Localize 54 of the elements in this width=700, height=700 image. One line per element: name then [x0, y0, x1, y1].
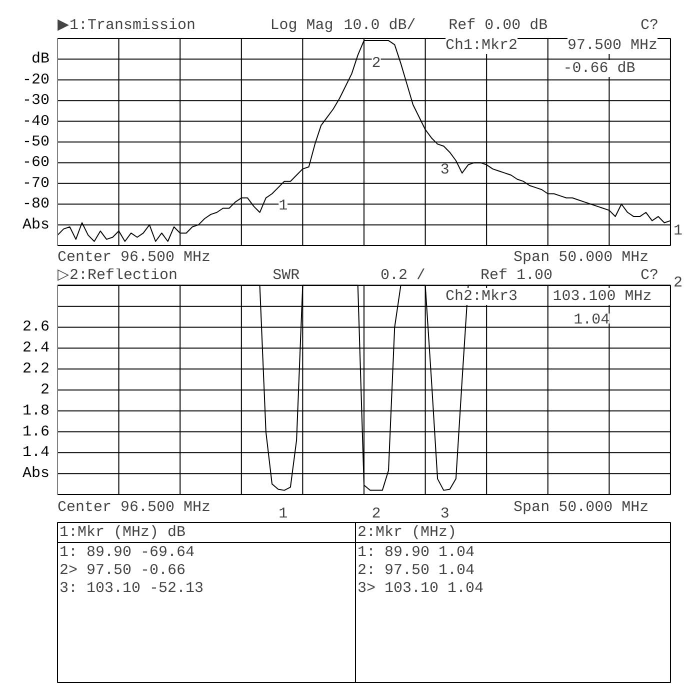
- annotation: 3: [440, 505, 450, 522]
- text: 10.0 dB/: [344, 16, 416, 34]
- text: Span 50.000 MHz: [514, 249, 649, 266]
- y-tick-label: 2.6: [22, 318, 50, 336]
- text: C?: [640, 266, 658, 284]
- text: Center 96.500 MHz: [58, 498, 211, 516]
- y-tick-label: -70: [22, 174, 50, 192]
- annotation: 1: [278, 198, 288, 215]
- y-tick-label: -60: [22, 154, 50, 172]
- y-tick-label: Abs: [22, 465, 50, 482]
- y-tick-label: -50: [22, 134, 50, 150]
- text: 1:Mkr (MHz) dB: [60, 524, 186, 541]
- annotation: -0.66 dB: [563, 60, 636, 77]
- text: 3> 103.10 1.04: [358, 580, 484, 597]
- line-series: [58, 40, 671, 242]
- text: 1: 89.90 -69.64: [60, 544, 195, 561]
- annotation: 2: [372, 54, 381, 72]
- annotation: 3: [440, 161, 450, 178]
- text: 2: [674, 274, 683, 292]
- y-tick-label: 1.4: [22, 444, 50, 462]
- y-tick-label: -40: [22, 112, 50, 130]
- text: Ref 1.00: [480, 266, 552, 284]
- text: 0.2 /: [380, 266, 426, 284]
- y-tick-label: -20: [22, 71, 50, 88]
- text: Log Mag: [270, 16, 334, 34]
- text: 2:Mkr (MHz): [358, 524, 457, 541]
- y-tick-label: dB: [31, 50, 50, 68]
- y-tick-label: -30: [22, 92, 50, 110]
- text: SWR: [272, 266, 300, 284]
- text: Center 96.500 MHz: [58, 249, 211, 266]
- annotation: 1: [278, 505, 288, 522]
- annotation: 1.04: [574, 311, 610, 328]
- annotation: 103.100 MHz: [552, 288, 652, 306]
- y-tick-label: 2.4: [22, 340, 50, 357]
- y-tick-label: 1.6: [22, 423, 50, 440]
- text: 2: 97.50 1.04: [358, 562, 475, 579]
- y-tick-label: -80: [22, 196, 50, 213]
- text: 3: 103.10 -52.13: [60, 580, 204, 597]
- text: 1: 89.90 1.04: [358, 544, 475, 561]
- annotation: Ch1:Mkr2: [446, 37, 518, 54]
- text: C?: [640, 16, 658, 34]
- text: 1: [674, 222, 683, 240]
- text: Span 50.000 MHz: [514, 498, 649, 516]
- text: 2> 97.50 -0.66: [60, 562, 186, 579]
- y-tick-label: 1.8: [22, 402, 50, 420]
- annotation: 97.500 MHz: [568, 37, 658, 54]
- y-tick-label: 2.2: [22, 360, 50, 378]
- annotation: 2: [372, 505, 381, 522]
- text: Ref 0.00 dB: [448, 16, 548, 34]
- y-tick-label: 2: [40, 381, 50, 398]
- annotation: Ch2:Mkr3: [446, 288, 518, 306]
- y-tick-label: Abs: [22, 216, 50, 234]
- chart-title: ▶1:Transmission: [58, 16, 196, 34]
- chart-title: ▷2:Reflection: [58, 266, 178, 284]
